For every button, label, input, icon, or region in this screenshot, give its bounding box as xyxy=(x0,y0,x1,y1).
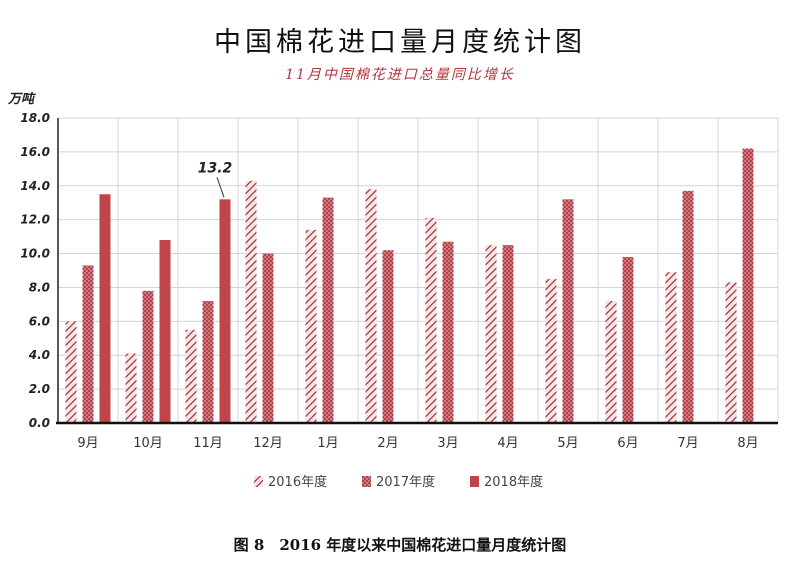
legend-swatch-2018年度 xyxy=(470,476,479,487)
bar-2017年度-3月 xyxy=(442,241,454,423)
bar-2017年度-4月 xyxy=(502,245,514,423)
bar-2016年度-4月 xyxy=(485,245,497,423)
legend-label: 2017年度 xyxy=(376,474,435,490)
bar-2018年度-11月 xyxy=(219,199,231,423)
bar-2016年度-1月 xyxy=(305,229,317,423)
bar-2018年度-10月 xyxy=(159,240,171,423)
y-tick-label: 0.0 xyxy=(29,416,50,430)
x-tick-label: 7月 xyxy=(677,436,698,451)
y-tick-label: 16.0 xyxy=(20,145,50,159)
y-tick-label: 4.0 xyxy=(28,348,50,362)
y-tick-label: 8.0 xyxy=(29,280,50,294)
y-tick-label: 12.0 xyxy=(20,213,50,227)
x-tick-label: 10月 xyxy=(133,436,163,451)
bars xyxy=(65,148,754,423)
gridlines xyxy=(57,117,779,424)
bar-2016年度-5月 xyxy=(545,278,557,423)
figure-caption: 图 8 2016 年度以来中国棉花进口量月度统计图 xyxy=(233,536,567,554)
bar-2017年度-9月 xyxy=(82,265,94,423)
x-tick-label: 4月 xyxy=(497,436,518,451)
legend-swatch-2017年度 xyxy=(362,476,371,487)
y-tick-label: 6.0 xyxy=(29,314,50,328)
bar-2017年度-5月 xyxy=(562,199,574,423)
chart-title: 中国棉花进口量月度统计图 xyxy=(214,27,586,58)
bar-2017年度-10月 xyxy=(142,290,154,423)
chart-subtitle: 11月中国棉花进口总量同比增长 xyxy=(285,67,515,83)
legend: 2016年度 2017年度 2018年度 xyxy=(254,474,543,490)
bar-2016年度-3月 xyxy=(425,217,437,423)
bar-2017年度-1月 xyxy=(322,197,334,423)
bar-2017年度-7月 xyxy=(682,190,694,423)
bar-2017年度-12月 xyxy=(262,253,274,423)
legend-swatch-2016年度 xyxy=(254,476,263,487)
y-tick-label: 18.0 xyxy=(20,111,50,125)
bar-2016年度-12月 xyxy=(245,180,257,423)
axes: 0.0 2.0 4.0 6.0 8.0 10.0 12.0 14.0 16.0 18.0 9月 10月… xyxy=(20,111,778,451)
bar-2016年度-2月 xyxy=(365,189,377,423)
x-tick-label: 11月 xyxy=(193,436,223,451)
x-tick-label: 12月 xyxy=(253,436,283,451)
annotations: 13.2 xyxy=(198,160,233,198)
x-tick-label: 8月 xyxy=(737,436,758,451)
bar-2017年度-6月 xyxy=(622,256,634,423)
bar-2017年度-8月 xyxy=(742,148,754,423)
x-tick-label: 9月 xyxy=(77,436,98,451)
annotation-label: 13.2 xyxy=(198,160,233,176)
x-tick-label: 1月 xyxy=(317,436,338,451)
bar-2016年度-11月 xyxy=(185,329,197,423)
y-tick-label: 14.0 xyxy=(20,179,50,193)
bar-2016年度-10月 xyxy=(125,353,137,423)
y-axis-unit: 万吨 xyxy=(8,92,35,107)
y-tick-label: 2.0 xyxy=(29,382,50,396)
y-tick-label: 10.0 xyxy=(20,247,50,261)
x-tick-label: 2月 xyxy=(377,436,398,451)
x-tick-label: 6月 xyxy=(617,436,638,451)
x-tick-label: 5月 xyxy=(557,436,578,451)
legend-label: 2016年度 xyxy=(268,474,327,490)
bar-2016年度-8月 xyxy=(725,282,737,423)
bar-2016年度-9月 xyxy=(65,321,77,423)
bar-2017年度-11月 xyxy=(202,301,214,423)
bar-2018年度-9月 xyxy=(99,194,111,423)
bar-2016年度-7月 xyxy=(665,272,677,423)
legend-label: 2018年度 xyxy=(484,474,543,490)
bar-2016年度-6月 xyxy=(605,301,617,423)
bar-2017年度-2月 xyxy=(382,250,394,423)
x-tick-label: 3月 xyxy=(437,436,458,451)
annotation-leader xyxy=(216,177,225,198)
